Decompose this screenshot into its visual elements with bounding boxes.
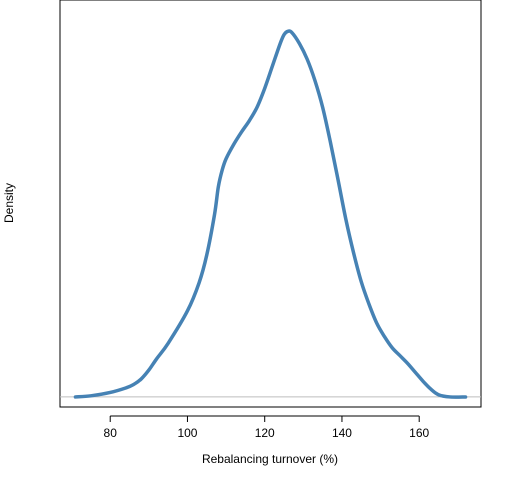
x-axis-label: Rebalancing turnover (%) <box>202 452 338 466</box>
plot-frame <box>59 0 482 408</box>
x-tick-label: 100 <box>177 426 197 440</box>
x-tick-label: 80 <box>104 426 118 440</box>
x-tick-label: 140 <box>332 426 352 440</box>
x-tick-label: 160 <box>409 426 429 440</box>
density-curve <box>73 29 468 399</box>
x-tick-label: 120 <box>255 426 275 440</box>
y-axis-label: Density <box>2 183 16 223</box>
x-axis: 80 100 120 140 160 <box>104 415 430 440</box>
